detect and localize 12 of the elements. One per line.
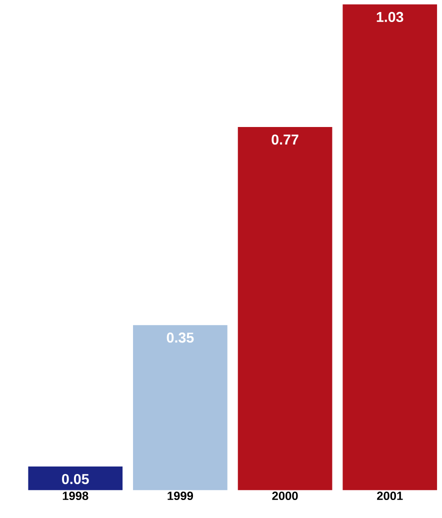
bar xyxy=(342,4,437,490)
x-tick-label: 2000 xyxy=(272,492,298,500)
bar xyxy=(238,127,332,490)
data-label: 0.35 xyxy=(166,332,194,343)
data-label: 0.77 xyxy=(272,134,298,145)
x-tick-label: 2001 xyxy=(376,492,403,500)
bar xyxy=(132,325,228,490)
bar xyxy=(28,466,122,490)
data-label: 1.03 xyxy=(376,12,404,22)
data-label: 0.05 xyxy=(62,474,89,484)
x-tick-label: 1999 xyxy=(168,492,193,500)
x-tick-label: 1998 xyxy=(62,492,88,500)
